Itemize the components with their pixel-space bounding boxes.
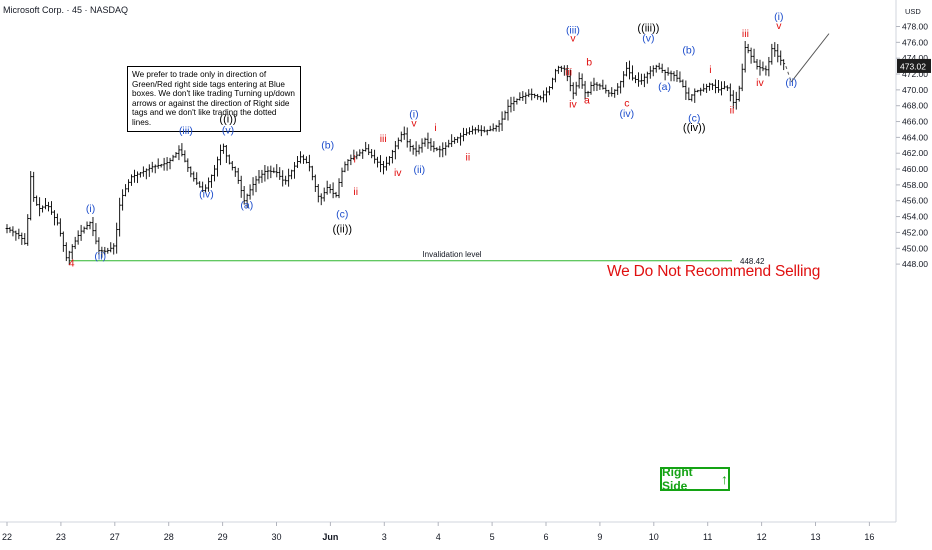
y-tick-label: 460.00 — [902, 164, 928, 174]
y-tick-label: 466.00 — [902, 117, 928, 127]
x-tick-label: 13 — [810, 532, 820, 542]
y-tick-label: 472.00 — [902, 69, 928, 79]
y-tick-label: 452.00 — [902, 227, 928, 237]
wave-label: (c) — [688, 113, 700, 125]
wave-label: (v) — [642, 33, 654, 45]
wave-label: (v) — [222, 124, 234, 136]
wave-label: ii — [466, 151, 471, 163]
wave-label: iii — [380, 133, 387, 145]
y-tick-label: 474.00 — [902, 53, 928, 63]
x-tick-label: 22 — [2, 532, 12, 542]
x-tick-label: 27 — [110, 532, 120, 542]
y-tick-label: 458.00 — [902, 180, 928, 190]
wave-label: iv — [569, 98, 577, 110]
wave-label: i — [709, 64, 711, 76]
wave-label: (b) — [682, 44, 695, 56]
x-tick-label: 16 — [864, 532, 874, 542]
x-tick-label: Jun — [322, 532, 338, 542]
y-tick-label: 454.00 — [902, 212, 928, 222]
y-tick-label: 464.00 — [902, 132, 928, 142]
wave-label: (iii) — [179, 125, 193, 137]
y-tick-label: 450.00 — [902, 243, 928, 253]
wave-label: ((ii)) — [332, 223, 352, 235]
x-tick-label: 12 — [757, 532, 767, 542]
wave-label: (iii) — [566, 25, 580, 37]
y-tick-label: 478.00 — [902, 22, 928, 32]
wave-label: (iv) — [620, 108, 635, 120]
wave-label: (i) — [86, 203, 95, 215]
sell-warning: We Do Not Recommend Selling — [607, 263, 821, 280]
wave-label: ii — [730, 105, 735, 117]
wave-label: (ii) — [785, 77, 797, 89]
wave-label: ((i)) — [219, 113, 236, 125]
wave-label: iv — [394, 167, 402, 179]
projection-dotted-line — [785, 65, 792, 83]
wave-label: b — [586, 56, 592, 68]
y-tick-label: 456.00 — [902, 196, 928, 206]
y-tick-label: 462.00 — [902, 148, 928, 158]
wave-label: i — [353, 154, 355, 166]
x-tick-label: 3 — [382, 532, 387, 542]
x-tick-label: 11 — [703, 532, 712, 542]
wave-label: (a) — [658, 81, 671, 93]
x-tick-label: 29 — [218, 532, 228, 542]
y-tick-label: 468.00 — [902, 101, 928, 111]
x-tick-label: 4 — [436, 532, 441, 542]
wave-label: v — [570, 33, 576, 45]
up-arrow-icon: ↑ — [721, 471, 728, 487]
last-price-badge — [897, 58, 931, 73]
right-side-badge: Right Side ↑ — [660, 465, 730, 493]
wave-label: ((iii)) — [637, 22, 659, 34]
x-tick-label: 10 — [649, 532, 659, 542]
wave-label: ((iv)) — [683, 122, 706, 134]
y-tick-label: 476.00 — [902, 37, 928, 47]
wave-label: (i) — [774, 11, 783, 23]
wave-label: c — [624, 97, 629, 109]
wave-label: (i) — [409, 109, 418, 121]
x-tick-label: 9 — [597, 532, 602, 542]
invalidation-label: Invalidation level — [422, 250, 481, 259]
y-tick-label: 470.00 — [902, 85, 928, 95]
wave-label: v — [776, 20, 782, 32]
wave-label: i — [434, 122, 436, 134]
wave-label: iv — [756, 77, 764, 89]
x-tick-label: 5 — [490, 532, 495, 542]
wave-label: ii — [353, 186, 358, 198]
y-tick-label: 448.00 — [902, 259, 928, 269]
x-tick-label: 30 — [271, 532, 281, 542]
wave-label: iii — [742, 28, 749, 40]
x-tick-label: 6 — [543, 532, 548, 542]
wave-label: (c) — [336, 208, 348, 220]
wave-label: a — [584, 94, 590, 106]
x-tick-label: 23 — [56, 532, 66, 542]
wave-label: 4 — [69, 257, 75, 269]
strategy-note: We prefer to trade only in direction of … — [127, 66, 301, 132]
wave-label: (ii) — [413, 164, 425, 176]
wave-label: v — [411, 117, 417, 129]
right-side-label: Right Side — [662, 465, 693, 493]
chart-title: Microsoft Corp. · 45 · NASDAQ — [3, 5, 129, 15]
currency-label: USD — [905, 7, 921, 16]
invalidation-value: 448.42 — [740, 257, 765, 266]
projection-line — [790, 33, 830, 83]
wave-label: (iv) — [199, 189, 214, 201]
wave-label: (ii) — [94, 250, 106, 262]
last-price-value: 473.02 — [900, 61, 926, 71]
x-tick-label: 28 — [164, 532, 174, 542]
wave-label: iii — [565, 67, 572, 79]
wave-label: (b) — [321, 139, 334, 151]
wave-label: (a) — [240, 200, 253, 212]
